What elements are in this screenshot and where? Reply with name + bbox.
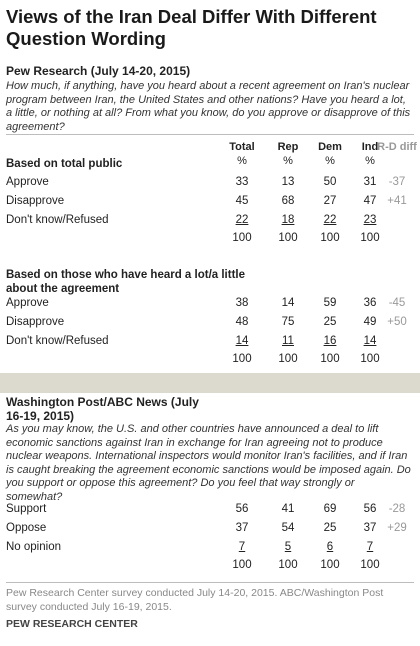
row-label: Approve (6, 176, 49, 188)
total-cell: 100 (232, 353, 252, 365)
data-cell: 47 (363, 195, 377, 207)
row-label: Don't know/Refused (6, 335, 109, 347)
rd-diff-cell: +41 (387, 195, 407, 207)
data-cell: 18 (281, 214, 295, 226)
total-cell: 100 (232, 559, 252, 571)
rd-diff-cell: +50 (387, 316, 407, 328)
data-cell: 31 (363, 176, 377, 188)
total-cell: 100 (278, 353, 298, 365)
data-cell: 50 (323, 176, 337, 188)
data-cell: 75 (281, 316, 295, 328)
section-divider-band (0, 373, 420, 393)
data-cell: 13 (281, 176, 295, 188)
group-label: Based on total public (6, 158, 123, 170)
source-credit: PEW RESEARCH CENTER (6, 618, 138, 630)
data-cell: 54 (281, 522, 295, 534)
data-cell: 69 (323, 503, 337, 515)
wapo-source: Washington Post/ABC News (July 16-19, 20… (6, 395, 199, 423)
data-cell: 37 (235, 522, 249, 534)
data-cell: 27 (323, 195, 337, 207)
data-cell: 56 (363, 503, 377, 515)
data-cell: 48 (235, 316, 249, 328)
row-label: Don't know/Refused (6, 214, 109, 226)
rd-diff-cell: -28 (388, 503, 406, 515)
data-cell: 59 (323, 297, 337, 309)
row-label: Disapprove (6, 195, 65, 207)
footnote: Pew Research Center survey conducted Jul… (6, 587, 384, 613)
data-cell: 56 (235, 503, 249, 515)
data-cell: 22 (235, 214, 249, 226)
column-header: Dem (318, 141, 342, 153)
data-cell: 38 (235, 297, 249, 309)
data-cell: 25 (323, 316, 337, 328)
total-cell: 100 (360, 232, 380, 244)
rd-diff-cell: -37 (388, 176, 406, 188)
total-cell: 100 (232, 232, 252, 244)
percent-symbol: % (365, 155, 375, 167)
column-header-rd-diff: R-D diff (377, 141, 417, 153)
row-label: Approve (6, 297, 49, 309)
group-label: Based on those who have heard a lot/a li… (6, 269, 245, 295)
row-label: Oppose (6, 522, 47, 534)
column-header: Total (229, 141, 255, 153)
total-cell: 100 (320, 232, 340, 244)
divider (6, 582, 414, 583)
row-label: Support (6, 503, 47, 515)
data-cell: 6 (326, 541, 334, 553)
pew-question: How much, if anything, have you heard ab… (6, 80, 411, 133)
data-cell: 7 (238, 541, 246, 553)
chart-title: Views of the Iran Deal Differ With Diffe… (6, 6, 377, 49)
percent-symbol: % (237, 155, 247, 167)
pew-source: Pew Research (July 14-20, 2015) (6, 64, 191, 78)
divider (6, 134, 414, 135)
data-cell: 7 (366, 541, 374, 553)
data-cell: 36 (363, 297, 377, 309)
total-cell: 100 (320, 353, 340, 365)
data-cell: 14 (363, 335, 377, 347)
row-label: No opinion (6, 541, 61, 553)
rd-diff-cell: -45 (388, 297, 406, 309)
column-header: Rep (277, 141, 299, 153)
data-cell: 45 (235, 195, 249, 207)
data-cell: 14 (281, 297, 295, 309)
row-label: Disapprove (6, 316, 65, 328)
data-cell: 33 (235, 176, 249, 188)
data-cell: 41 (281, 503, 295, 515)
percent-symbol: % (283, 155, 293, 167)
data-cell: 5 (284, 541, 292, 553)
data-cell: 22 (323, 214, 337, 226)
total-cell: 100 (278, 232, 298, 244)
percent-symbol: % (325, 155, 335, 167)
data-cell: 11 (282, 335, 294, 347)
data-cell: 14 (235, 335, 249, 347)
total-cell: 100 (360, 353, 380, 365)
wapo-question: As you may know, the U.S. and other coun… (6, 423, 411, 503)
data-cell: 16 (323, 335, 337, 347)
data-cell: 68 (281, 195, 295, 207)
column-header: Ind (361, 141, 379, 153)
total-cell: 100 (360, 559, 380, 571)
data-cell: 37 (363, 522, 377, 534)
rd-diff-cell: +29 (387, 522, 407, 534)
data-cell: 25 (323, 522, 337, 534)
data-cell: 23 (363, 214, 377, 226)
data-cell: 49 (363, 316, 377, 328)
total-cell: 100 (320, 559, 340, 571)
total-cell: 100 (278, 559, 298, 571)
